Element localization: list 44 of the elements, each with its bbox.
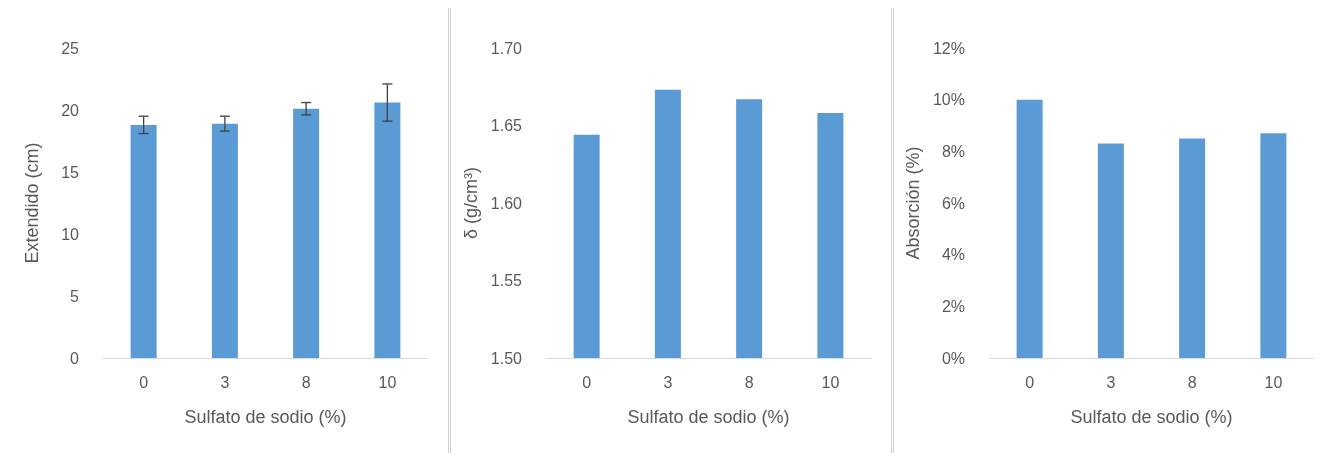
x-tick-label: 0 — [139, 373, 149, 391]
y-tick-label: 15 — [61, 163, 80, 181]
bar — [293, 108, 320, 358]
y-tick-label: 1.60 — [490, 194, 523, 212]
y-tick-label: 8% — [941, 142, 965, 160]
y-tick-label: 25 — [61, 39, 80, 57]
x-tick-label: 10 — [1264, 373, 1283, 391]
y-tick-label: 10 — [61, 225, 80, 243]
y-tick-label: 1.65 — [490, 117, 523, 134]
bar — [211, 123, 238, 358]
x-axis-title: Sulfato de sodio (%) — [184, 407, 347, 427]
bar — [1260, 133, 1287, 358]
x-tick-label: 3 — [220, 373, 230, 391]
bar — [1097, 143, 1124, 358]
x-tick-label: 8 — [1187, 373, 1197, 391]
y-tick-label: 20 — [61, 101, 80, 119]
y-tick-label: 4% — [941, 246, 965, 264]
x-tick-label: 0 — [1025, 373, 1035, 391]
x-tick-label: 3 — [663, 373, 673, 391]
y-tick-label: 1.70 — [490, 39, 523, 57]
y-axis-title: Absorción (%) — [903, 146, 924, 260]
x-axis-title: Sulfato de sodio (%) — [1070, 407, 1233, 427]
x-tick-label: 10 — [821, 373, 840, 391]
x-tick-label: 0 — [582, 373, 592, 391]
y-tick-label: 0 — [70, 349, 80, 367]
bar — [130, 124, 157, 358]
y-tick-label: 12% — [932, 39, 965, 57]
y-tick-label: 6% — [941, 194, 965, 212]
bar — [1179, 138, 1206, 358]
x-tick-label: 3 — [1106, 373, 1116, 391]
x-tick-label: 8 — [744, 373, 754, 391]
x-tick-label: 8 — [301, 373, 311, 391]
y-tick-label: 10% — [932, 91, 965, 109]
y-tick-label: 1.55 — [490, 272, 523, 289]
y-axis-title: Extendido (cm) — [22, 142, 42, 264]
y-tick-label: 1.50 — [490, 349, 523, 367]
x-tick-label: 10 — [378, 373, 397, 391]
bar — [1016, 99, 1043, 358]
bar — [374, 102, 401, 358]
y-tick-label: 5 — [70, 287, 80, 305]
y-tick-label: 2% — [941, 297, 965, 315]
y-tick-label: 0% — [941, 349, 965, 367]
x-axis-title: Sulfato de sodio (%) — [627, 407, 790, 427]
y-axis-title: δ (g/cm³) — [460, 166, 481, 240]
